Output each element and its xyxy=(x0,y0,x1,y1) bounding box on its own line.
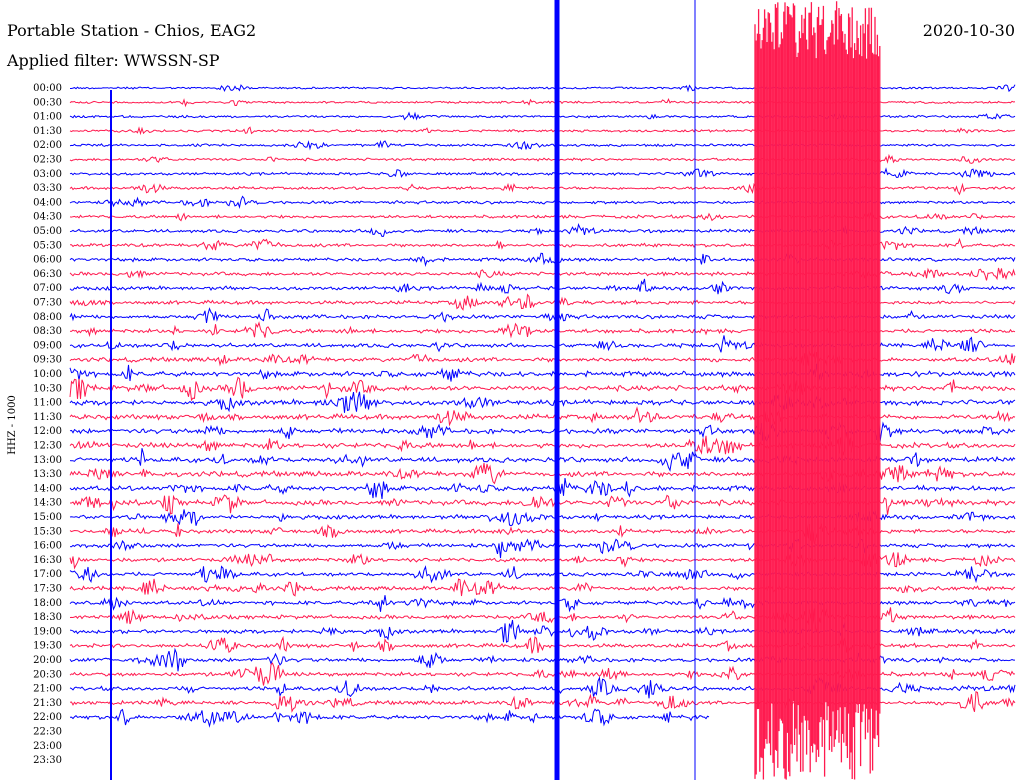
station-title: Portable Station - Chios, EAG2 xyxy=(7,21,256,40)
row-label: 05:30 xyxy=(33,240,62,251)
row-label: 23:30 xyxy=(33,755,62,766)
row-labels: 00:00 00:30 01:00 01:30 02:00 02:30 03:00 03:30… xyxy=(33,83,62,766)
channel-label: HHZ - 1000 xyxy=(7,395,18,455)
row-label: 00:30 xyxy=(33,97,62,108)
row-label: 19:00 xyxy=(33,626,62,637)
filter-label: Applied filter: WWSSN-SP xyxy=(6,51,220,70)
row-label: 01:00 xyxy=(33,112,62,123)
row-label: 23:00 xyxy=(33,741,62,752)
row-label: 08:00 xyxy=(33,312,62,323)
row-label: 18:30 xyxy=(33,612,62,623)
row-label: 22:00 xyxy=(33,712,62,723)
row-label: 09:00 xyxy=(33,340,62,351)
row-label: 11:00 xyxy=(33,398,62,409)
row-label: 07:00 xyxy=(33,283,62,294)
row-label: 02:00 xyxy=(33,140,62,151)
row-label: 17:30 xyxy=(33,584,62,595)
row-label: 13:30 xyxy=(33,469,62,480)
row-label: 20:00 xyxy=(33,655,62,666)
row-label: 12:30 xyxy=(33,441,62,452)
trace xyxy=(69,708,710,728)
row-label: 03:30 xyxy=(33,183,62,194)
row-label: 15:00 xyxy=(33,512,62,523)
row-label: 12:00 xyxy=(33,426,62,437)
row-label: 07:30 xyxy=(33,298,62,309)
row-label: 14:00 xyxy=(33,483,62,494)
row-label: 00:00 xyxy=(33,83,62,94)
row-label: 21:00 xyxy=(33,684,62,695)
row-label: 04:00 xyxy=(33,197,62,208)
row-label: 06:00 xyxy=(33,255,62,266)
row-label: 18:00 xyxy=(33,598,62,609)
row-label: 13:00 xyxy=(33,455,62,466)
row-label: 01:30 xyxy=(33,126,62,137)
row-label: 04:30 xyxy=(33,212,62,223)
row-label: 14:30 xyxy=(33,498,62,509)
row-label: 09:30 xyxy=(33,355,62,366)
row-label: 15:30 xyxy=(33,526,62,537)
row-label: 10:30 xyxy=(33,383,62,394)
row-label: 11:30 xyxy=(33,412,62,423)
row-label: 20:30 xyxy=(33,669,62,680)
row-label: 10:00 xyxy=(33,369,62,380)
row-label: 21:30 xyxy=(33,698,62,709)
row-label: 03:00 xyxy=(33,169,62,180)
row-label: 16:30 xyxy=(33,555,62,566)
date: 2020-10-30 xyxy=(923,21,1015,40)
row-label: 06:30 xyxy=(33,269,62,280)
row-label: 16:00 xyxy=(33,541,62,552)
row-label: 02:30 xyxy=(33,155,62,166)
row-label: 05:00 xyxy=(33,226,62,237)
row-label: 08:30 xyxy=(33,326,62,337)
trace xyxy=(69,691,1016,713)
row-label: 17:00 xyxy=(33,569,62,580)
row-label: 22:30 xyxy=(33,727,62,738)
traces xyxy=(69,0,1016,780)
row-label: 19:30 xyxy=(33,641,62,652)
